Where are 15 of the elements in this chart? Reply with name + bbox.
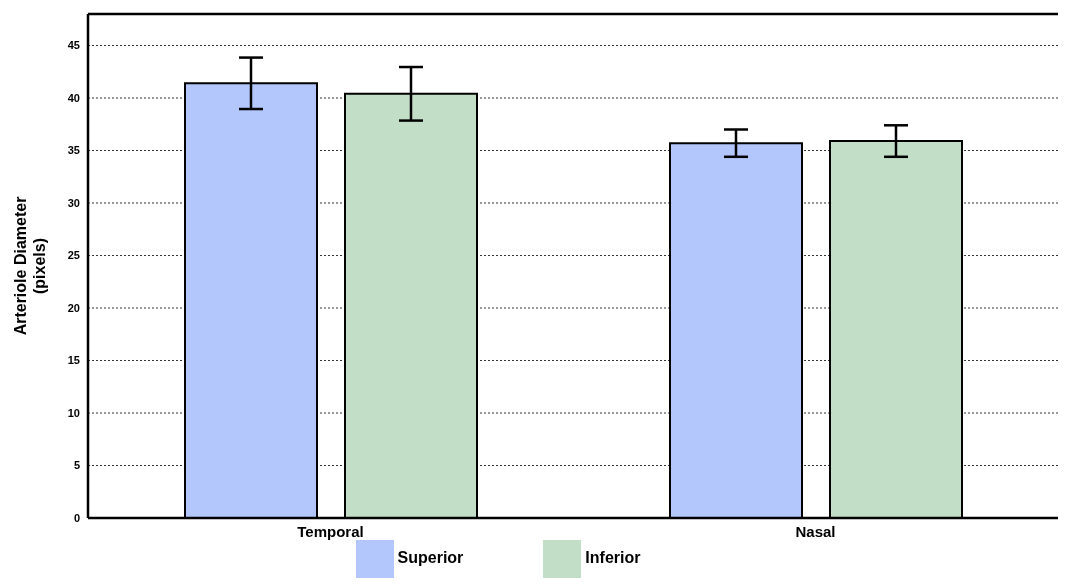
- y-tick-label: 40: [67, 91, 80, 104]
- x-tick-label: Nasal: [795, 522, 836, 540]
- legend-label: Inferior: [585, 549, 641, 567]
- y-tick-label: 35: [67, 144, 80, 157]
- y-tick-label: 5: [73, 459, 80, 472]
- y-tick-label: 15: [67, 354, 80, 367]
- x-tick-label: Temporal: [297, 522, 364, 540]
- y-tick-label: 0: [73, 511, 80, 524]
- y-tick-label: 25: [67, 249, 80, 262]
- y-tick-label: 10: [67, 406, 80, 419]
- y-tick-label: 45: [67, 39, 80, 52]
- y-tick-label: 20: [67, 301, 80, 314]
- y-tick-label: 30: [67, 196, 80, 209]
- y-axis-title: Arteriole Diameter (pixels): [12, 196, 48, 336]
- legend-label: Superior: [397, 549, 464, 567]
